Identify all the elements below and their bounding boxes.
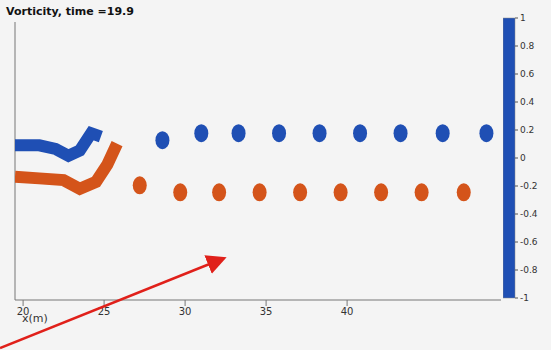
svg-text:40: 40 <box>341 306 354 317</box>
svg-text:-0.2: -0.2 <box>520 181 538 191</box>
svg-text:0.8: 0.8 <box>520 41 535 51</box>
svg-text:-0.6: -0.6 <box>520 237 538 247</box>
svg-text:35: 35 <box>260 306 273 317</box>
svg-text:0.6: 0.6 <box>520 69 535 79</box>
svg-text:0.2: 0.2 <box>520 125 534 135</box>
svg-text:-0.8: -0.8 <box>520 265 538 275</box>
svg-text:0.4: 0.4 <box>520 97 535 107</box>
svg-text:25: 25 <box>98 306 111 317</box>
svg-text:1: 1 <box>520 14 526 23</box>
svg-text:-1: -1 <box>520 293 529 303</box>
svg-text:20: 20 <box>16 306 30 318</box>
svg-text:-0.4: -0.4 <box>520 209 538 219</box>
svg-text:0: 0 <box>520 153 526 163</box>
html-text:x(m): x(m) <box>22 312 48 325</box>
html-text:Vorticity, time =19.9: Vorticity, time =19.9 <box>6 5 134 18</box>
svg-text:30: 30 <box>179 306 192 317</box>
